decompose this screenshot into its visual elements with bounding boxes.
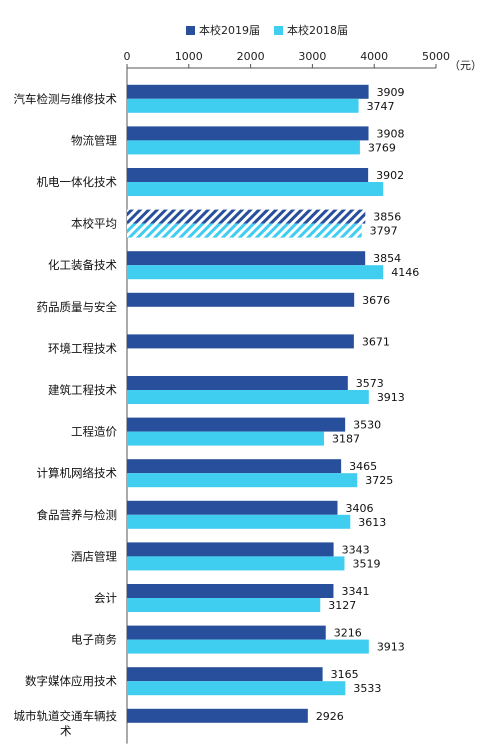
category-label: 酒店管理 [71, 549, 117, 563]
x-tick-label: 2000 [237, 50, 265, 63]
data-label-2018: 3519 [352, 557, 380, 570]
category-label: 环境工程技术 [48, 341, 117, 355]
data-label-2018: 3127 [328, 599, 356, 612]
bar-2018 [127, 140, 360, 155]
bar-2019 [127, 334, 354, 349]
category-label: 建筑工程技术 [48, 383, 117, 397]
category-label: 药品质量与安全 [37, 300, 118, 314]
bar-2019 [127, 168, 369, 182]
data-label-2019: 3465 [349, 460, 377, 473]
category-label: 汽车检测与维修技术 [14, 92, 118, 106]
category-label: 化工装备技术 [48, 258, 117, 272]
data-label-2019: 3341 [341, 585, 369, 598]
data-label-2018: 3913 [377, 641, 405, 654]
bar-2019 [127, 292, 355, 307]
category-label: 会计 [94, 591, 117, 605]
bar-2018 [127, 473, 358, 488]
bar-2018 [127, 556, 345, 571]
data-label-2018: 3725 [365, 474, 393, 487]
bar-2019 [127, 584, 334, 598]
data-label-2019: 2926 [316, 710, 344, 723]
legend-swatch-2019 [186, 25, 195, 35]
category-label: 城市轨道交通车辆技 [14, 709, 118, 723]
bar-2019 [127, 126, 369, 141]
legend: 本校2019届 本校2018届 [186, 22, 348, 38]
data-label-2019: 3343 [342, 543, 370, 556]
x-axis-unit: （元） [449, 59, 482, 72]
data-label-2018: 3769 [368, 141, 396, 154]
bar-2018 [127, 639, 369, 654]
x-tick-label: 4000 [360, 50, 388, 63]
bar-2019 [127, 251, 366, 266]
data-label-2019: 3909 [377, 86, 405, 99]
data-label-2018: 3747 [367, 100, 395, 113]
category-label: 机电一体化技术 [37, 175, 118, 189]
data-label-2018: 3533 [353, 682, 381, 695]
bar-2019 [127, 209, 366, 224]
legend-label-2018: 本校2018届 [287, 24, 348, 37]
bar-2018 [127, 681, 346, 696]
data-label-2019: 3530 [353, 419, 381, 432]
bar-2018 [127, 265, 384, 280]
data-label-2019: 3671 [362, 335, 390, 348]
x-tick-label: 5000 [422, 50, 450, 63]
category-label: 食品营养与检测 [37, 508, 118, 522]
bar-2018 [127, 390, 369, 404]
category-label: 电子商务 [71, 633, 117, 647]
x-tick-label: 0 [124, 50, 131, 63]
bar-2018 [127, 431, 324, 446]
x-tick-label: 1000 [175, 50, 203, 63]
data-label-2019: 3854 [373, 252, 401, 265]
bar-2018 [127, 98, 359, 113]
data-label-2019: 3908 [377, 127, 405, 140]
category-label: 数字媒体应用技术 [25, 674, 117, 688]
bar-2019 [127, 708, 308, 723]
bar-2019 [127, 84, 369, 99]
bar-2019 [127, 667, 323, 682]
legend-item-2019: 本校2019届 [186, 22, 260, 38]
data-label-2018: 3797 [370, 225, 398, 238]
bar-2019 [127, 625, 326, 640]
category-label-continued: 术 [60, 724, 72, 738]
data-label-2019: 3216 [334, 627, 362, 640]
bar-2019 [127, 376, 348, 390]
data-label-2019: 3406 [345, 502, 373, 515]
bar-2019 [127, 417, 346, 432]
category-label: 计算机网络技术 [37, 466, 118, 480]
data-label-2019: 3856 [373, 211, 401, 224]
bar-2019 [127, 542, 334, 557]
data-label-2019: 3165 [331, 668, 359, 681]
x-tick-label: 3000 [298, 50, 326, 63]
category-label: 工程造价 [71, 425, 117, 439]
data-label-2019: 3902 [376, 169, 404, 182]
bar-2018 [127, 182, 384, 196]
bar-2019 [127, 500, 338, 515]
data-label-2018: 3613 [358, 516, 386, 529]
legend-label-2019: 本校2019届 [199, 24, 260, 37]
bar-2018 [127, 598, 321, 612]
data-label-2019: 3676 [362, 294, 390, 307]
bar-2019 [127, 459, 342, 474]
data-label-2018: 4146 [391, 266, 419, 279]
category-label: 本校平均 [71, 217, 117, 231]
category-label: 物流管理 [71, 133, 117, 147]
data-label-2019: 3573 [356, 377, 384, 390]
legend-item-2018: 本校2018届 [274, 22, 348, 38]
data-label-2018: 3913 [377, 391, 405, 404]
bar-2018 [127, 223, 362, 238]
bar-2018 [127, 514, 351, 529]
legend-swatch-2018 [274, 25, 283, 35]
data-label-2018: 3187 [332, 433, 360, 446]
